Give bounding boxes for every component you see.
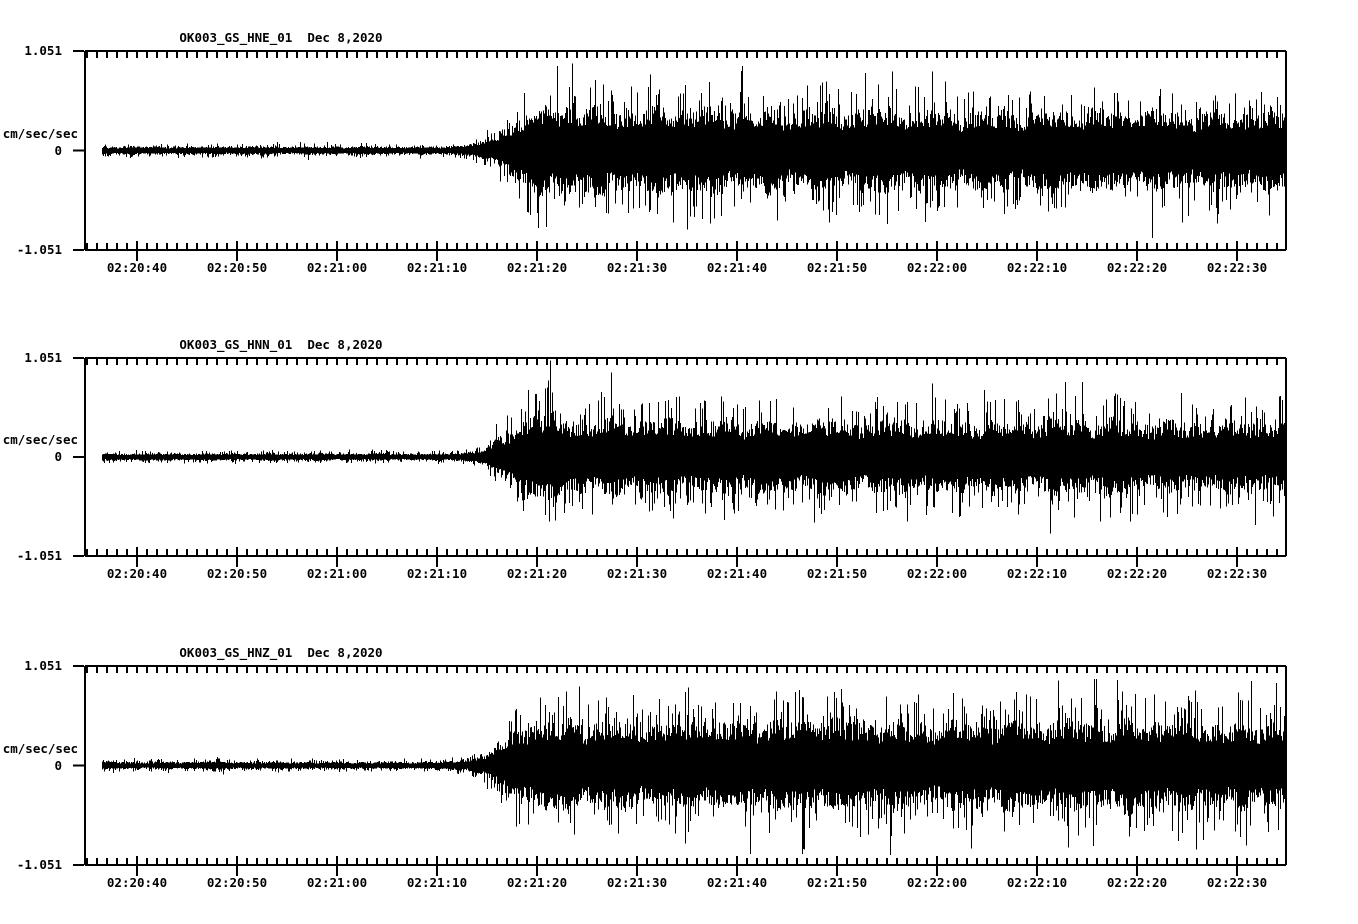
- x-tick-label: 02:21:30: [606, 566, 668, 581]
- x-tick-label: 02:22:00: [906, 260, 968, 275]
- y-tick-label-zero: 0: [54, 142, 62, 158]
- y-tick-label-min: -1.051: [16, 857, 62, 872]
- panel-title: OK003_GS_HNN_01 Dec 8,2020: [179, 337, 383, 352]
- x-tick-label: 02:21:00: [306, 875, 368, 890]
- x-tick-label: 02:20:50: [206, 875, 268, 890]
- y-tick-label-zero: 0: [54, 757, 62, 773]
- axis-box-OK003_GS_HNN_01: [73, 357, 1287, 567]
- axis-box-OK003_GS_HNE_01: [73, 50, 1287, 261]
- x-tick-label: 02:21:50: [806, 566, 868, 581]
- x-tick-label: 02:21:40: [706, 260, 768, 275]
- x-tick-label: 02:22:10: [1006, 260, 1068, 275]
- y-axis-unit-label: cm/sec/sec: [2, 432, 78, 447]
- y-tick-label-zero: 0: [54, 449, 62, 464]
- y-tick-label-max: 1.051: [24, 43, 62, 58]
- x-tick-label: 02:20:50: [206, 260, 268, 275]
- y-axis-unit-label: cm/sec/sec: [2, 740, 78, 756]
- panel-title: OK003_GS_HNE_01 Dec 8,2020: [179, 30, 383, 45]
- waveform-trace-OK003_GS_HNN_01: [102, 360, 1286, 534]
- y-tick-label-min: -1.051: [16, 548, 62, 563]
- x-tick-label: 02:22:20: [1106, 875, 1168, 890]
- x-tick-label: 02:22:30: [1206, 566, 1268, 581]
- x-tick-label: 02:21:30: [606, 875, 668, 890]
- x-tick-label: 02:21:50: [806, 875, 868, 890]
- axis-box-OK003_GS_HNZ_01: [73, 665, 1287, 876]
- x-tick-label: 02:20:50: [206, 566, 268, 581]
- y-tick-label-max: 1.051: [24, 658, 62, 673]
- waveform-trace-OK003_GS_HNE_01: [102, 63, 1286, 238]
- waveform-trace-OK003_GS_HNZ_01: [102, 679, 1286, 855]
- panel-title: OK003_GS_HNZ_01 Dec 8,2020: [179, 645, 383, 660]
- x-tick-label: 02:21:20: [506, 566, 568, 581]
- x-tick-label: 02:21:10: [406, 260, 468, 275]
- x-tick-label: 02:21:30: [606, 260, 668, 275]
- x-tick-label: 02:22:10: [1006, 566, 1068, 581]
- x-tick-label: 02:21:00: [306, 260, 368, 275]
- y-tick-label-max: 1.051: [24, 350, 62, 365]
- x-tick-label: 02:20:40: [106, 875, 168, 890]
- x-tick-label: 02:21:50: [806, 260, 868, 275]
- x-tick-label: 02:22:10: [1006, 875, 1068, 890]
- x-tick-label: 02:20:40: [106, 566, 168, 581]
- x-tick-label: 02:21:40: [706, 875, 768, 890]
- x-tick-label: 02:20:40: [106, 260, 168, 275]
- x-tick-label: 02:21:10: [406, 875, 468, 890]
- x-tick-label: 02:21:00: [306, 566, 368, 581]
- x-tick-label: 02:21:20: [506, 875, 568, 890]
- x-tick-label: 02:21:20: [506, 260, 568, 275]
- x-tick-label: 02:22:20: [1106, 566, 1168, 581]
- x-tick-label: 02:22:30: [1206, 260, 1268, 275]
- x-tick-label: 02:22:20: [1106, 260, 1168, 275]
- y-axis-unit-label: cm/sec/sec: [2, 125, 78, 141]
- x-tick-label: 02:22:00: [906, 875, 968, 890]
- x-tick-label: 02:22:00: [906, 566, 968, 581]
- x-tick-label: 02:21:10: [406, 566, 468, 581]
- x-tick-label: 02:21:40: [706, 566, 768, 581]
- x-tick-label: 02:22:30: [1206, 875, 1268, 890]
- y-tick-label-min: -1.051: [16, 242, 62, 257]
